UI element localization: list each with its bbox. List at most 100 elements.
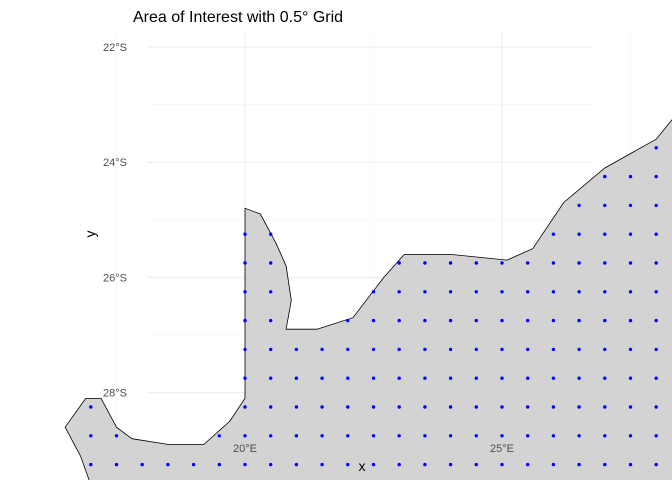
- grid-point: [654, 232, 658, 236]
- grid-point: [448, 290, 453, 294]
- grid-point: [217, 434, 221, 438]
- y-tick-label: 26°S: [103, 272, 127, 284]
- grid-point: [603, 462, 607, 467]
- grid-point: [397, 376, 401, 380]
- grid-point: [474, 347, 478, 352]
- grid-point: [603, 174, 607, 179]
- grid-point: [474, 376, 478, 380]
- grid-point: [397, 405, 401, 409]
- grid-point: [397, 462, 401, 467]
- grid-point: [371, 290, 376, 294]
- grid-point: [243, 462, 247, 467]
- area-of-interest-polygon: [64, 119, 672, 480]
- grid-point: [526, 434, 530, 438]
- grid-point: [371, 376, 376, 380]
- grid-point: [269, 462, 273, 467]
- grid-point: [551, 261, 556, 265]
- grid-point: [294, 462, 299, 467]
- grid-point: [628, 376, 633, 380]
- grid-point: [526, 318, 530, 323]
- grid-point: [628, 174, 633, 179]
- grid-point: [603, 203, 607, 208]
- grid-point: [526, 261, 530, 265]
- y-tick-labels: 22°S24°S26°S28°S30°S32°S34°S: [103, 42, 127, 400]
- grid-point: [346, 347, 350, 352]
- grid-point: [628, 434, 633, 438]
- y-tick-label: 24°S: [103, 157, 127, 169]
- grid-point: [448, 376, 453, 380]
- grid-point: [628, 261, 633, 265]
- grid-point: [551, 405, 556, 409]
- grid-point: [603, 290, 607, 294]
- grid-point: [577, 376, 581, 380]
- grid-point: [474, 318, 478, 323]
- grid-point: [654, 405, 658, 409]
- grid-point: [526, 376, 530, 380]
- grid-point: [243, 318, 247, 323]
- grid-point: [654, 347, 658, 352]
- grid-point: [654, 376, 658, 380]
- grid-point: [577, 318, 581, 323]
- grid-point: [603, 232, 607, 236]
- grid-point: [166, 462, 170, 467]
- grid-point: [397, 290, 401, 294]
- grid-point: [577, 232, 581, 236]
- grid-point: [397, 347, 401, 352]
- grid-point: [243, 376, 247, 380]
- grid-point: [191, 462, 196, 467]
- grid-point: [603, 376, 607, 380]
- grid-point: [243, 290, 247, 294]
- grid-point: [423, 434, 427, 438]
- grid-point: [500, 405, 504, 409]
- grid-point: [294, 347, 299, 352]
- grid-point: [269, 232, 273, 236]
- grid-point: [346, 405, 350, 409]
- grid-point: [320, 462, 324, 467]
- x-tick-label: 20°E: [233, 443, 257, 455]
- grid-point: [551, 376, 556, 380]
- grid-point: [320, 347, 324, 352]
- grid-point: [577, 347, 581, 352]
- grid-point: [474, 261, 478, 265]
- grid-point: [371, 462, 376, 467]
- grid-point: [448, 405, 453, 409]
- grid-point: [294, 405, 299, 409]
- grid-point: [551, 347, 556, 352]
- grid-points: [89, 146, 658, 467]
- grid-point: [269, 261, 273, 265]
- grid-point: [423, 290, 427, 294]
- grid-point: [423, 347, 427, 352]
- grid-point: [320, 434, 324, 438]
- grid-point: [397, 434, 401, 438]
- grid-point: [628, 405, 633, 409]
- grid-point: [448, 318, 453, 323]
- grid-point: [628, 462, 633, 467]
- grid-point: [526, 347, 530, 352]
- grid-point: [654, 318, 658, 323]
- grid-point: [628, 232, 633, 236]
- x-axis-title: x: [359, 458, 366, 474]
- grid-point: [654, 203, 658, 208]
- grid-point: [269, 376, 273, 380]
- grid-point: [269, 347, 273, 352]
- grid-point: [346, 318, 350, 323]
- grid-point: [603, 434, 607, 438]
- grid-point: [397, 318, 401, 323]
- grid-point: [243, 232, 247, 236]
- x-tick-label: 25°E: [490, 443, 514, 455]
- grid-point: [371, 405, 376, 409]
- grid-point: [269, 434, 273, 438]
- y-axis-title: y: [82, 231, 98, 238]
- grid-point: [654, 434, 658, 438]
- grid-point: [346, 434, 350, 438]
- grid-point: [320, 376, 324, 380]
- grid-point: [628, 203, 633, 208]
- grid-point: [654, 261, 658, 265]
- grid-point: [294, 376, 299, 380]
- grid-point: [603, 261, 607, 265]
- grid-point: [423, 462, 427, 467]
- grid-point: [269, 405, 273, 409]
- grid-point: [474, 434, 478, 438]
- grid-point: [603, 405, 607, 409]
- grid-point: [346, 462, 350, 467]
